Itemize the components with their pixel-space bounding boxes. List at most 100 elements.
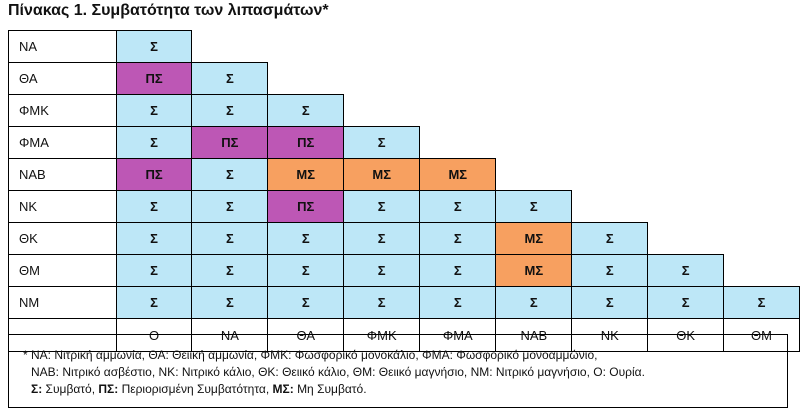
compatibility-cell: Σ: [191, 62, 269, 95]
row-header: ΘΜ: [8, 254, 117, 287]
compatibility-cell: Σ: [115, 222, 193, 255]
table-row: ΦΜΚ Σ Σ Σ: [8, 94, 800, 127]
empty-cell: [420, 63, 496, 95]
compatibility-cell: Σ: [191, 190, 269, 223]
footnote-box: * ΝΑ: Νιτρική αμμωνία, ΘΑ: Θειική αμμωνί…: [8, 334, 788, 408]
table-row: ΝΑΒ ΠΣ Σ ΜΣ ΜΣ ΜΣ: [8, 158, 800, 191]
empty-cell: [572, 31, 648, 63]
empty-cell: [572, 63, 648, 95]
empty-cell: [648, 223, 724, 255]
legend-key-incompatible: ΜΣ:: [272, 382, 294, 396]
compatibility-cell: Σ: [343, 222, 421, 255]
empty-cell: [648, 159, 724, 191]
compatibility-cell: ΠΣ: [115, 62, 193, 95]
compatibility-cell: ΜΣ: [343, 158, 421, 191]
compatibility-cell: Σ: [191, 94, 269, 127]
table-row: ΝΑ Σ: [8, 30, 800, 63]
compatibility-cell: ΜΣ: [495, 254, 573, 287]
empty-cell: [268, 31, 344, 63]
compatibility-cell: Σ: [419, 254, 497, 287]
compatibility-cell: Σ: [343, 254, 421, 287]
column-header: Ο: [115, 318, 193, 352]
compatibility-cell: Σ: [267, 222, 345, 255]
empty-cell: [724, 255, 800, 287]
row-header: ΘΑ: [8, 62, 117, 95]
compatibility-cell: Σ: [115, 286, 193, 319]
column-header: ΝΚ: [571, 318, 649, 352]
table-row: ΦΜΑ Σ ΠΣ ΠΣ Σ: [8, 126, 800, 159]
empty-cell: [496, 63, 572, 95]
empty-cell: [192, 31, 268, 63]
compatibility-cell: Σ: [647, 254, 725, 287]
table-row: ΝΜ Σ Σ Σ Σ Σ Σ Σ Σ Σ: [8, 286, 800, 319]
compatibility-cell: Σ: [115, 190, 193, 223]
empty-cell: [724, 191, 800, 223]
compatibility-cell: Σ: [343, 126, 421, 159]
compatibility-cell: ΜΣ: [495, 222, 573, 255]
compatibility-cell: Σ: [115, 126, 193, 159]
compatibility-cell: Σ: [647, 286, 725, 319]
row-header: ΘΚ: [8, 222, 117, 255]
table-title: Πίνακας 1. Συμβατότητα των λιπασμάτων*: [8, 2, 329, 19]
compatibility-cell: Σ: [343, 190, 421, 223]
empty-cell: [572, 159, 648, 191]
legend-text-limited: Περιορισμένη Συμβατότητα,: [121, 382, 273, 396]
compatibility-cell: Σ: [495, 286, 573, 319]
column-header-row: Ο ΝΑ ΘΑ ΦΜΚ ΦΜΑ ΝΑΒ ΝΚ ΘΚ ΘΜ: [8, 318, 800, 352]
empty-cell: [572, 127, 648, 159]
compatibility-cell: ΠΣ: [191, 126, 269, 159]
column-header: ΦΜΚ: [343, 318, 421, 352]
footnote-line-2: ΝΑΒ: Νιτρικό ασβέστιο, ΝΚ: Νιτρικό κάλιο…: [31, 365, 645, 379]
compatibility-cell: Σ: [723, 286, 800, 319]
column-header: ΦΜΑ: [419, 318, 497, 352]
compatibility-cell: Σ: [419, 286, 497, 319]
empty-cell: [648, 63, 724, 95]
empty-cell: [724, 63, 800, 95]
compatibility-cell: Σ: [571, 222, 649, 255]
empty-cell: [572, 95, 648, 127]
compatibility-cell: Σ: [343, 286, 421, 319]
compatibility-cell: ΠΣ: [267, 190, 345, 223]
empty-cell: [724, 159, 800, 191]
empty-cell: [420, 95, 496, 127]
compatibility-cell: Σ: [115, 30, 193, 63]
empty-cell: [268, 63, 344, 95]
empty-cell: [344, 95, 420, 127]
row-header: ΦΜΚ: [8, 94, 117, 127]
compatibility-cell: ΠΣ: [115, 158, 193, 191]
compatibility-cell: Σ: [267, 254, 345, 287]
empty-cell: [648, 31, 724, 63]
table-row: ΝΚ Σ Σ ΠΣ Σ Σ Σ: [8, 190, 800, 223]
legend-text-compatible: Συμβατό,: [45, 382, 99, 396]
empty-cell: [724, 31, 800, 63]
legend-line: Σ: Συμβατό, ΠΣ: Περιορισμένη Συμβατότητα…: [23, 381, 779, 398]
compatibility-cell: Σ: [191, 254, 269, 287]
compatibility-cell: Σ: [115, 254, 193, 287]
compatibility-cell: ΜΣ: [267, 158, 345, 191]
column-header: ΘΑ: [267, 318, 345, 352]
column-header: ΘΜ: [723, 318, 800, 352]
legend-text-incompatible: Μη Συμβατό.: [297, 382, 367, 396]
empty-cell: [648, 191, 724, 223]
empty-cell: [572, 191, 648, 223]
empty-cell: [648, 95, 724, 127]
compatibility-cell: Σ: [191, 286, 269, 319]
legend-key-limited: ΠΣ:: [98, 382, 119, 396]
compatibility-cell: Σ: [571, 286, 649, 319]
compatibility-cell: Σ: [191, 222, 269, 255]
compatibility-cell: Σ: [115, 94, 193, 127]
compatibility-cell: ΠΣ: [267, 126, 345, 159]
compatibility-table: ΝΑ Σ ΘΑ ΠΣ Σ ΦΜΚ Σ Σ Σ ΦΜΑ Σ ΠΣ ΠΣ Σ ΝΑΒ ΠΣ Σ ΜΣ ΜΣ ΜΣ ΝΚ Σ Σ Π…: [8, 30, 800, 352]
compatibility-cell: Σ: [571, 254, 649, 287]
empty-cell: [496, 95, 572, 127]
empty-cell: [496, 159, 572, 191]
row-header: ΝΜ: [8, 286, 117, 319]
empty-cell: [344, 63, 420, 95]
table-row: ΘΚ Σ Σ Σ Σ Σ ΜΣ Σ: [8, 222, 800, 255]
empty-cell: [496, 31, 572, 63]
empty-cell: [724, 223, 800, 255]
empty-cell: [724, 95, 800, 127]
compatibility-cell: ΜΣ: [419, 158, 497, 191]
compatibility-cell: Σ: [495, 190, 573, 223]
